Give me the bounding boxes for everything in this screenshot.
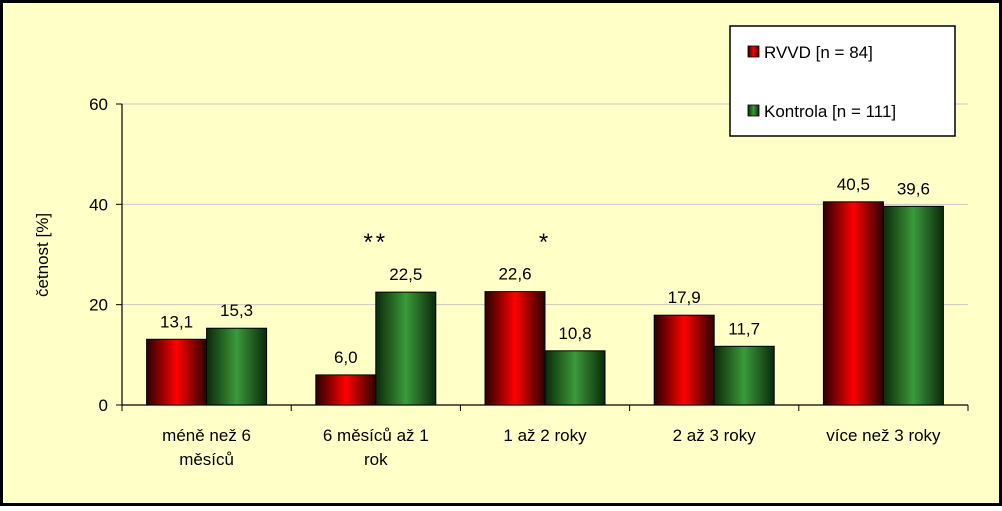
legend-label-rvvd: RVVD [n = 84] (764, 43, 873, 62)
x-category-label-1-1: rok (364, 450, 388, 469)
legend-swatch-kontrola (747, 104, 760, 117)
y-axis-title: četnost [%] (33, 213, 52, 297)
x-category-label-4-0: více než 3 roky (826, 426, 941, 445)
data-label-series1-cat4: 39,6 (897, 179, 930, 198)
bars (146, 201, 944, 406)
bar-series1-cat2 (544, 350, 606, 406)
significance-annotation-1: * (539, 229, 551, 256)
x-category-label-2-0: 1 až 2 roky (503, 426, 587, 445)
significance-annotation-0: ** (363, 229, 388, 256)
bar-series0-cat1 (315, 374, 377, 406)
data-label-series1-cat2: 10,8 (558, 324, 591, 343)
x-category-label-3-0: 2 až 3 roky (673, 426, 757, 445)
bar-series1-cat4 (882, 205, 944, 406)
bar-series0-cat2 (484, 291, 546, 406)
y-tick-label-60: 60 (89, 95, 108, 114)
legend-label-kontrola: Kontrola [n = 111] (764, 102, 896, 121)
bar-series1-cat3 (713, 345, 775, 406)
bar-series0-cat3 (653, 314, 715, 406)
x-category-label-0-0: méně než 6 (162, 426, 251, 445)
data-label-series0-cat0: 13,1 (160, 312, 193, 331)
bar-series0-cat4 (822, 201, 884, 406)
data-label-series1-cat0: 15,3 (220, 301, 253, 320)
data-label-series0-cat3: 17,9 (668, 288, 701, 307)
data-labels: 13,1 6,0 22,6 17,9 40,5 15,3 22,5 10,8 11,7 39,6 *… (160, 175, 930, 367)
data-label-series0-cat2: 22,6 (498, 265, 531, 284)
x-category-label-1-0: 6 měsíců až 1 (323, 426, 429, 445)
data-label-series0-cat4: 40,5 (837, 175, 870, 194)
y-tick-label-0: 0 (99, 396, 108, 415)
data-label-series0-cat1: 6,0 (334, 348, 358, 367)
bar-series0-cat0 (146, 338, 208, 406)
data-label-series1-cat1: 22,5 (389, 265, 422, 284)
x-category-label-0-1: měsíců (179, 450, 234, 469)
y-tick-label-20: 20 (89, 296, 108, 315)
legend: RVVD [n = 84] Kontrola [n = 111] (729, 25, 956, 137)
data-label-series1-cat3: 11,7 (728, 319, 760, 338)
bar-series1-cat1 (375, 291, 437, 406)
y-tick-label-40: 40 (89, 195, 108, 214)
legend-box (729, 25, 956, 137)
legend-swatch-rvvd (747, 45, 760, 58)
bar-series1-cat0 (206, 327, 268, 406)
